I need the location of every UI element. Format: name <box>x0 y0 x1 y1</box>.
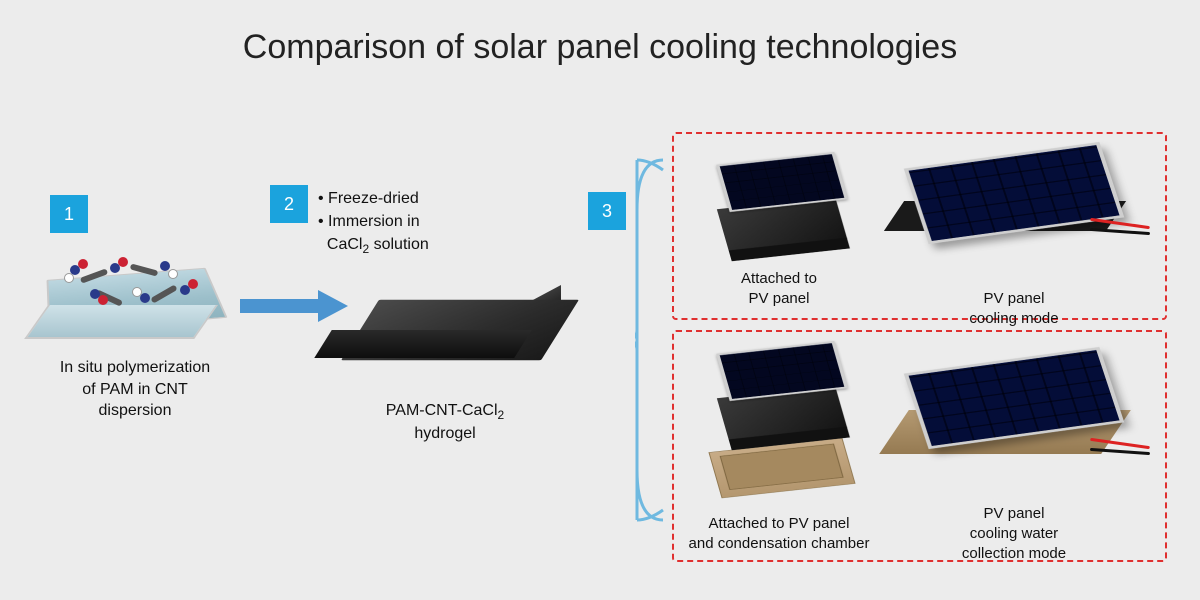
stage-3: 3 <box>588 192 626 230</box>
pv-plus-hydrogel-icon <box>704 143 854 263</box>
pv-cooling-assembly-icon <box>884 123 1144 283</box>
r1-left-caption: Attached to PV panel <box>741 269 817 310</box>
stage-1-caption: In situ polymerization of PAM in CNT dis… <box>30 357 240 422</box>
pv-water-collection-assembly-icon <box>884 328 1144 498</box>
badge-2: 2 <box>270 185 308 223</box>
result-water-collection-mode: Attached to PV panel and condensation ch… <box>672 330 1167 562</box>
page-title: Comparison of solar panel cooling techno… <box>0 0 1200 67</box>
stage-2-caption: PAM-CNT-CaCl2 hydrogel <box>340 400 550 445</box>
badge-1: 1 <box>50 195 88 233</box>
result-cooling-mode: Attached to PV panel PV panel cooling mo… <box>672 132 1167 320</box>
dispersion-tray <box>40 245 230 345</box>
split-bracket <box>635 150 665 530</box>
r2-right-caption: PV panel cooling water collection mode <box>962 504 1066 565</box>
stage-1: 1 In situ polymerization of PAM in CNT d… <box>30 205 240 422</box>
pv-hydrogel-chamber-icon <box>704 338 854 508</box>
badge-3: 3 <box>588 192 626 230</box>
process-arrow <box>240 290 350 320</box>
hydrogel-slab <box>340 275 570 415</box>
stage-2-bullets: Freeze-dried Immersion in CaCl2 solution <box>318 187 429 259</box>
r1-right-caption: PV panel cooling mode <box>969 289 1058 330</box>
r2-left-caption: Attached to PV panel and condensation ch… <box>689 514 870 555</box>
